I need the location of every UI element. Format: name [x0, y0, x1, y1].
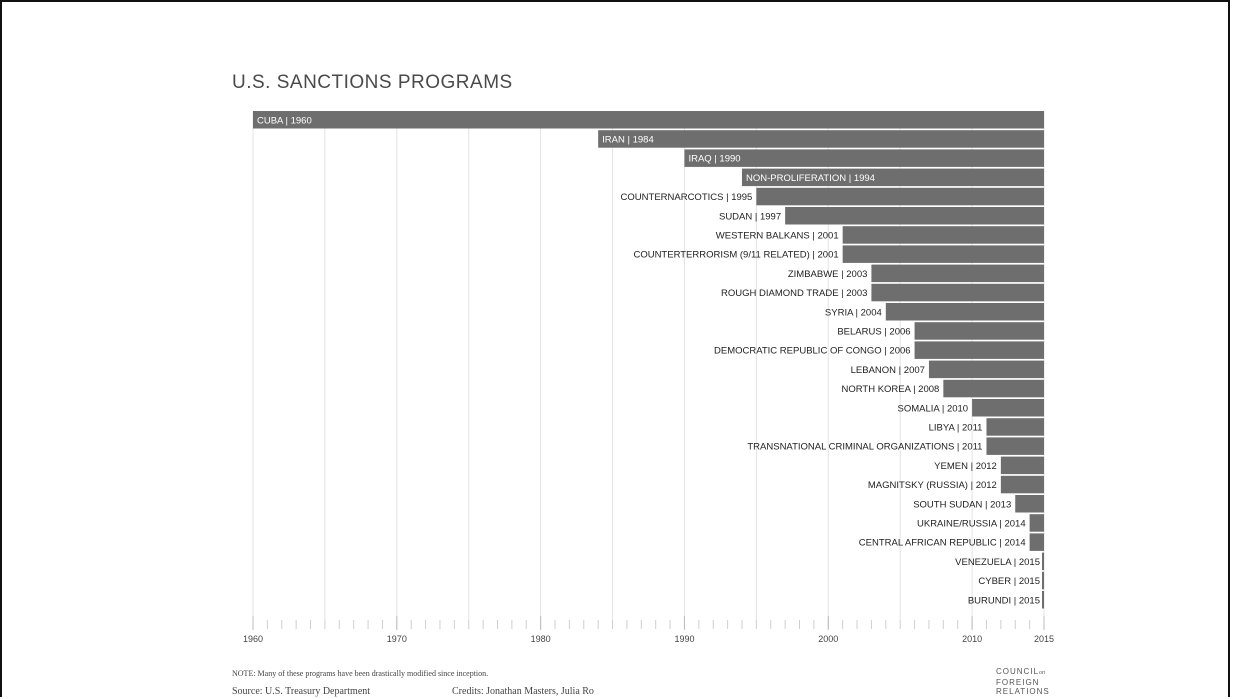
bar: [1000, 456, 1044, 475]
bar: [943, 379, 1044, 398]
bar: [986, 437, 1044, 455]
bar-label: UKRAINE/RUSSIA | 2014: [917, 518, 1026, 529]
x-tick-label: 1960: [243, 634, 263, 644]
bar: [741, 168, 1044, 187]
bar-label: IRAN | 1984: [602, 134, 654, 145]
bar: [842, 245, 1044, 263]
bar: [842, 226, 1044, 244]
bar-label: SUDAN | 1997: [719, 211, 781, 222]
bar-label: YEMEN | 2012: [934, 461, 997, 472]
bar: [1042, 591, 1044, 609]
logo-on: on: [1039, 670, 1046, 676]
bar: [253, 111, 1044, 129]
chart-credits: Credits: Jonathan Masters, Julia Ro: [452, 686, 594, 697]
bar-label: BURUNDI | 2015: [968, 595, 1040, 606]
x-tick-label: 1970: [387, 634, 407, 644]
bar-label: CYBER | 2015: [978, 576, 1040, 587]
bar: [1000, 475, 1044, 494]
bar: [1042, 571, 1044, 590]
x-tick-label: 2015: [1034, 634, 1054, 644]
bar: [914, 322, 1044, 340]
bar-label: SYRIA | 2004: [825, 307, 882, 318]
bar: [871, 283, 1044, 302]
bar-label: SOUTH SUDAN | 2013: [913, 499, 1011, 510]
bar-label: WESTERN BALKANS | 2001: [716, 230, 839, 241]
bar-label: LIBYA | 2011: [929, 422, 983, 433]
bar: [1042, 552, 1044, 571]
bar-label: VENEZUELA | 2015: [955, 557, 1040, 568]
chart-title: U.S. SANCTIONS PROGRAMS: [232, 72, 513, 93]
bar-label: NORTH KOREA | 2008: [841, 384, 939, 395]
logo-foreign: FOREIGN: [996, 678, 1040, 687]
x-tick-label: 1990: [674, 634, 694, 644]
bar: [1029, 514, 1044, 532]
bar-label: SOMALIA | 2010: [897, 403, 968, 414]
bar: [1029, 533, 1044, 551]
bar: [914, 341, 1044, 359]
logo-council: COUNCIL: [996, 667, 1040, 676]
bar-label: LEBANON | 2007: [851, 365, 925, 376]
bar-label: NON-PROLIFERATION | 1994: [746, 173, 875, 184]
bar: [972, 399, 1044, 417]
bar: [598, 130, 1044, 148]
bar-label: ROUGH DIAMOND TRADE | 2003: [721, 288, 867, 299]
bar-label: BELARUS | 2006: [837, 326, 910, 337]
bar: [1015, 495, 1044, 513]
bar: [928, 360, 1044, 379]
chart-source: Source: U.S. Treasury Department: [232, 686, 371, 697]
bar-label: CENTRAL AFRICAN REPUBLIC | 2014: [859, 538, 1026, 549]
bar: [871, 264, 1044, 283]
bar-label: COUNTERNARCOTICS | 1995: [621, 192, 753, 203]
x-tick-label: 1980: [531, 634, 551, 644]
bar: [756, 187, 1044, 206]
x-tick-label: 2010: [962, 634, 982, 644]
bar: [885, 303, 1044, 321]
bar-label: ZIMBABWE | 2003: [788, 269, 868, 280]
bar-label: CUBA | 1960: [257, 115, 312, 126]
bar-label: TRANSNATIONAL CRIMINAL ORGANIZATIONS | 2…: [747, 442, 982, 453]
bar-label: IRAQ | 1990: [688, 154, 740, 165]
bar: [785, 207, 1044, 225]
logo-relations: RELATIONS: [996, 687, 1050, 696]
bar-label: MAGNITSKY (RUSSIA) | 2012: [868, 480, 997, 491]
chart-note: NOTE: Many of these programs have been d…: [232, 669, 489, 678]
cfr-logo: COUNCILon FOREIGN RELATIONS: [996, 667, 1050, 696]
bar: [986, 418, 1044, 436]
bar-label: COUNTERTERRORISM (9/11 RELATED) | 2001: [633, 250, 838, 261]
bar: [684, 149, 1044, 167]
x-tick-label: 2000: [818, 634, 838, 644]
bar-label: DEMOCRATIC REPUBLIC OF CONGO | 2006: [714, 346, 911, 357]
